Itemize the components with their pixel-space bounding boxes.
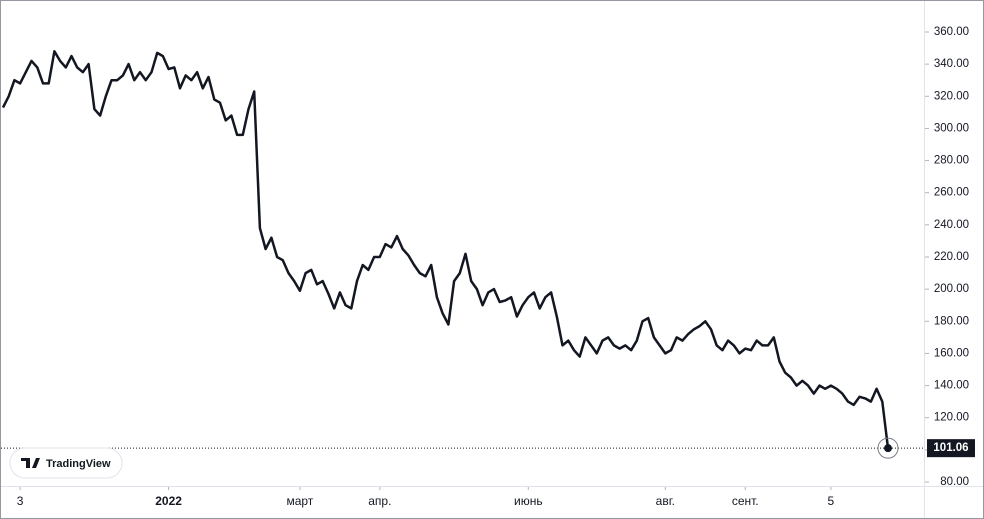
x-tick-label: 3	[17, 494, 24, 508]
x-tick-label: авг.	[656, 494, 675, 508]
logo[interactable]: TradingView	[9, 447, 123, 479]
y-tick-label: 320.00	[934, 90, 969, 102]
y-tick-label: 300.00	[934, 122, 969, 134]
y-tick-label: 340.00	[934, 58, 969, 70]
y-tick-label: 240.00	[934, 219, 969, 231]
y-tick-label: 180.00	[934, 315, 969, 327]
x-tick-label: апр.	[368, 494, 391, 508]
logo-icon	[21, 458, 40, 468]
x-tick-label: 5	[828, 494, 835, 508]
x-tick-label: сент.	[732, 494, 759, 508]
last-point	[884, 444, 892, 453]
y-tick-label: 260.00	[934, 187, 969, 199]
x-tick-label: март	[286, 494, 313, 508]
y-tick-label: 360.00	[934, 26, 969, 38]
price-line	[1, 50, 890, 449]
last-price-box	[927, 439, 975, 458]
y-tick-label: 120.00	[934, 412, 969, 424]
x-tick-label: 2022	[155, 494, 182, 508]
last-point-halo	[877, 437, 899, 459]
y-tick-label: 280.00	[934, 155, 969, 167]
logo-badge[interactable]	[9, 447, 123, 479]
x-tick-label: июнь	[514, 494, 543, 508]
y-tick-label: 160.00	[934, 347, 969, 359]
watermark: TradingView	[46, 458, 111, 470]
last-price-label: 101.06	[933, 442, 968, 454]
y-tick-label: 200.00	[934, 283, 969, 295]
y-tick-label: 140.00	[934, 380, 969, 392]
y-tick-label: 220.00	[934, 251, 969, 263]
y-tick-label: 80.00	[940, 476, 969, 488]
